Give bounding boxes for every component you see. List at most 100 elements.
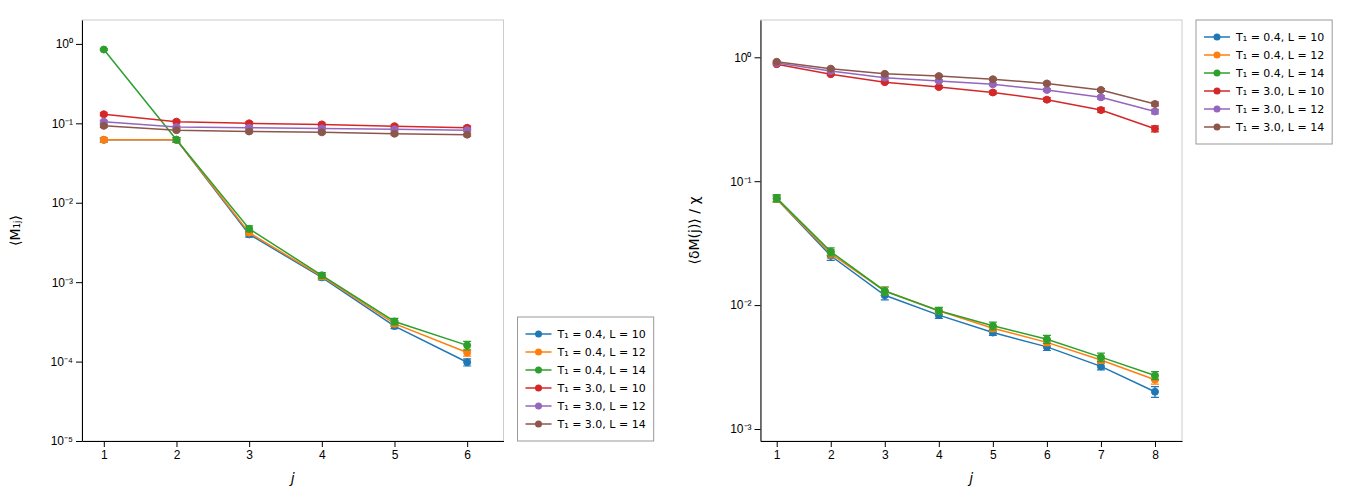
x-tick: 1	[774, 441, 781, 462]
x-tick-mark	[777, 441, 778, 447]
x-tick: 6	[1044, 441, 1051, 462]
point	[464, 131, 471, 138]
legend-label: T₁ = 3.0, L = 12	[1235, 103, 1324, 116]
legend: T₁ = 0.4, L = 10T₁ = 0.4, L = 12T₁ = 0.4…	[518, 317, 654, 441]
x-tick-mark	[249, 441, 250, 447]
x-axis-title: j	[967, 470, 973, 486]
point	[881, 287, 888, 294]
x-axis: 123456	[83, 441, 505, 462]
point	[173, 127, 180, 134]
error-bar	[989, 322, 997, 330]
series-line	[104, 126, 467, 135]
figure: 12345610⁻⁵10⁻⁴10⁻³10⁻²10⁻¹10⁰j⟨M₁ⱼ⟩T₁ = …	[0, 0, 1357, 495]
x-tick-label: 6	[1044, 448, 1051, 462]
error-bar	[245, 226, 253, 232]
legend-item: T₁ = 3.0, L = 10	[526, 382, 646, 395]
x-tick-mark	[467, 441, 468, 447]
y-axis-line	[761, 21, 762, 442]
legend-item: T₁ = 0.4, L = 12	[526, 346, 646, 359]
series-line	[777, 198, 1155, 375]
error-bar	[1151, 387, 1159, 398]
x-tick-mark	[104, 441, 105, 447]
legend-label: T₁ = 3.0, L = 10	[1235, 85, 1324, 98]
x-axis-line	[761, 441, 1183, 442]
point	[1043, 96, 1050, 103]
error-bar	[773, 195, 781, 202]
point	[100, 46, 107, 53]
plot-frame	[761, 20, 1183, 441]
x-tick-label: 4	[319, 448, 326, 462]
y-axis-title: ⟨M₁ⱼ⟩	[7, 215, 23, 246]
x-tick-label: 7	[1098, 448, 1105, 462]
legend-item: T₁ = 3.0, L = 14	[526, 418, 646, 431]
series	[773, 59, 1159, 115]
x-tick: 2	[828, 441, 835, 462]
x-tick: 4	[936, 441, 943, 462]
error-bar	[935, 308, 943, 314]
x-tick: 6	[464, 441, 471, 462]
y-tick-mark	[755, 429, 761, 430]
y-tick: 10⁻¹	[52, 117, 82, 131]
x-tick-mark	[1101, 441, 1102, 447]
error-bar	[1151, 126, 1159, 132]
x-tick-label: 5	[990, 448, 997, 462]
series-line	[104, 140, 467, 362]
y-tick: 10⁰	[734, 51, 760, 65]
y-tick-mark	[76, 282, 82, 283]
legend-marker	[535, 331, 542, 338]
series	[100, 136, 471, 366]
y-tick-mark	[76, 44, 82, 45]
point	[1151, 100, 1158, 107]
point	[1151, 372, 1158, 379]
panel: 12345610⁻⁵10⁻⁴10⁻³10⁻²10⁻¹10⁰j⟨M₁ⱼ⟩T₁ = …	[7, 20, 654, 486]
y-tick-label: 10⁻¹	[730, 175, 751, 189]
point	[773, 58, 780, 65]
legend-marker	[1214, 70, 1221, 77]
legend-marker	[535, 349, 542, 356]
x-tick: 3	[882, 441, 889, 462]
series-line	[777, 199, 1155, 392]
y-tick-label: 10⁻²	[52, 196, 73, 210]
y-tick-mark	[755, 57, 761, 58]
error-bar	[390, 318, 398, 324]
series-line	[777, 63, 1155, 112]
y-tick: 10⁻¹	[730, 175, 760, 189]
error-bar	[881, 287, 889, 295]
legend-item: T₁ = 0.4, L = 10	[526, 328, 646, 341]
error-bar	[463, 359, 471, 366]
point	[1097, 86, 1104, 93]
series	[773, 61, 1159, 133]
point	[1097, 94, 1104, 101]
point	[881, 287, 888, 294]
point	[1043, 80, 1050, 87]
legend-marker	[535, 385, 542, 392]
y-tick: 10⁰	[56, 37, 82, 51]
point	[989, 89, 996, 96]
legend-item: T₁ = 3.0, L = 10	[1204, 85, 1324, 98]
point	[173, 136, 180, 143]
x-tick: 3	[246, 441, 253, 462]
error-bar	[1097, 353, 1105, 362]
x-axis: 12345678	[761, 441, 1183, 462]
legend-label: T₁ = 0.4, L = 14	[1235, 67, 1324, 80]
series	[100, 46, 471, 350]
x-tick-label: 5	[392, 448, 399, 462]
error-bar	[935, 307, 943, 314]
point	[100, 111, 107, 118]
legend-item: T₁ = 3.0, L = 14	[1204, 121, 1324, 134]
x-tick-label: 3	[882, 448, 889, 462]
panel: 1234567810⁻³10⁻²10⁻¹10⁰j⟨δM(j)⟩ / χT₁ = …	[686, 20, 1333, 486]
y-axis: 10⁻⁵10⁻⁴10⁻³10⁻²10⁻¹10⁰	[50, 21, 82, 449]
y-tick: 10⁻⁴	[50, 355, 82, 369]
point	[246, 128, 253, 135]
point	[464, 342, 471, 349]
legend-label: T₁ = 3.0, L = 12	[557, 400, 646, 413]
legend-label: T₁ = 3.0, L = 14	[557, 418, 646, 431]
y-tick: 10⁻²	[730, 298, 760, 312]
legend-item: T₁ = 0.4, L = 14	[1204, 67, 1324, 80]
x-tick-label: 3	[246, 448, 253, 462]
y-tick-label: 10⁰	[734, 51, 751, 65]
x-tick-mark	[322, 441, 323, 447]
y-tick: 10⁻³	[730, 422, 760, 436]
y-tick-mark	[76, 362, 82, 363]
